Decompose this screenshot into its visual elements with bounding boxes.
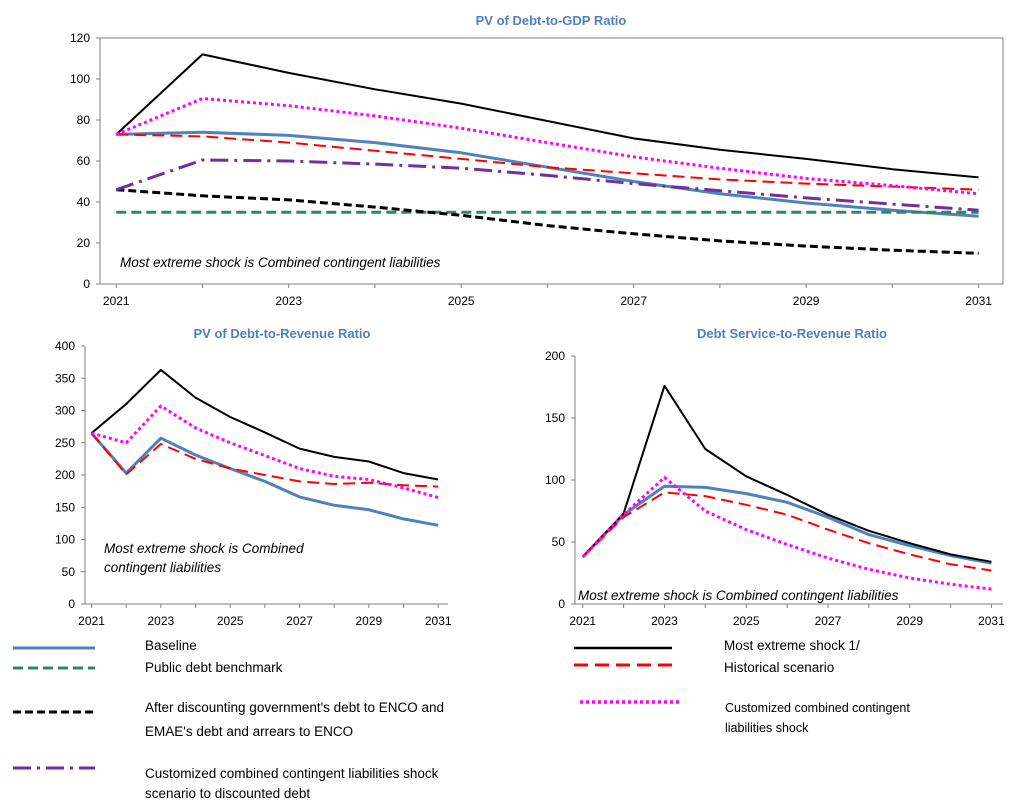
y-tick-label: 20 — [77, 236, 91, 250]
y-tick-label: 400 — [55, 339, 75, 353]
legend-label-after-discount: After discounting government's debt to E… — [145, 700, 444, 715]
x-tick-label: 2027 — [286, 614, 313, 628]
series-line-extreme — [90, 368, 439, 481]
x-tick-label: 2029 — [793, 294, 820, 308]
x-axis: 2021 2023 2025 2027 2029 2031 — [78, 604, 452, 628]
legend-label-after-discount: EMAE's debt and arrears to ENCO — [145, 724, 353, 739]
plot-area — [90, 368, 439, 527]
series-line-historical — [90, 432, 439, 488]
x-tick-label: 2031 — [965, 294, 992, 308]
y-tick-label: 50 — [552, 535, 566, 549]
legend-label-customized: Customized combined contingent — [725, 701, 910, 715]
legend-label-customized: liabilities shock — [725, 721, 809, 735]
chart-debt-to-revenue: PV of Debt-to-Revenue Ratio 0 50 100 150 200… — [55, 326, 452, 628]
y-tick-label: 250 — [55, 436, 75, 450]
series-line-customized — [581, 476, 992, 591]
x-tick-label: 2025 — [448, 294, 475, 308]
legend: Baseline Public debt benchmark After dis… — [13, 638, 910, 800]
legend-label-historical: Historical scenario — [724, 660, 834, 675]
x-tick-label: 2031 — [425, 614, 452, 628]
x-tick-label: 2029 — [896, 614, 923, 628]
x-tick-label: 2029 — [356, 614, 383, 628]
y-tick-label: 80 — [77, 113, 91, 127]
x-tick-label: 2027 — [815, 614, 842, 628]
chart-title: Debt Service-to-Revenue Ratio — [697, 326, 887, 341]
x-tick-label: 2031 — [978, 614, 1005, 628]
series-line-customized — [115, 97, 979, 196]
legend-label-extreme: Most extreme shock 1/ — [724, 638, 860, 653]
y-axis: 0 20 40 60 80 100 120 — [70, 31, 1004, 291]
x-tick-label: 2021 — [78, 614, 105, 628]
x-axis: 2021 2023 2025 2027 2029 2031 — [103, 284, 992, 308]
chart-debt-to-gdp: PV of Debt-to-GDP Ratio 020406080100120 … — [70, 13, 1004, 308]
y-tick-label: 60 — [77, 154, 91, 168]
plot-area — [581, 384, 992, 591]
y-tick-label: 300 — [55, 404, 75, 418]
y-tick-label: 0 — [558, 597, 565, 611]
series-line-extreme — [115, 53, 979, 179]
series-line-historical — [582, 491, 992, 572]
x-tick-label: 2023 — [651, 614, 678, 628]
y-tick-label: 100 — [70, 72, 90, 86]
chart-annotation: contingent liabilities — [104, 560, 221, 575]
y-axis: 0 50 100 150 200 250 300 350 400 — [55, 339, 448, 611]
y-tick-label: 0 — [68, 597, 75, 611]
series-line-baseline — [581, 484, 992, 565]
y-tick-label: 50 — [62, 565, 76, 579]
y-tick-label: 0 — [83, 277, 90, 291]
y-axis: 0 50 100 150 200 — [545, 349, 1003, 611]
x-tick-label: 2021 — [103, 294, 130, 308]
chart-annotation: Most extreme shock is Combined — [104, 541, 304, 556]
chart-title: PV of Debt-to-Revenue Ratio — [194, 326, 371, 341]
y-tick-label: 350 — [55, 371, 75, 385]
x-tick-label: 2021 — [569, 614, 596, 628]
legend-label-customized-discounted: scenario to discounted debt — [145, 786, 310, 800]
series-line-customized-discounted — [115, 158, 979, 212]
x-axis: 2021 2023 2025 2027 2029 2031 — [569, 604, 1005, 628]
x-tick-label: 2025 — [733, 614, 760, 628]
chart-annotation: Most extreme shock is Combined contingen… — [578, 588, 899, 603]
y-tick-label: 100 — [55, 533, 75, 547]
chart-debt-service-to-revenue: Debt Service-to-Revenue Ratio 0 50 100 150 2… — [545, 326, 1005, 628]
x-tick-label: 2023 — [275, 294, 302, 308]
y-tick-label: 150 — [55, 500, 75, 514]
y-tick-label: 40 — [77, 195, 91, 209]
series-line-extreme — [581, 384, 992, 563]
chart-title: PV of Debt-to-GDP Ratio — [476, 13, 627, 28]
plot-area — [115, 53, 979, 255]
legend-label-customized-discounted: Customized combined contingent liabiliti… — [145, 766, 439, 781]
series-line-historical — [116, 133, 979, 191]
x-tick-label: 2027 — [620, 294, 647, 308]
y-tick-label: 120 — [70, 31, 90, 45]
x-tick-label: 2025 — [217, 614, 244, 628]
legend-label-baseline: Baseline — [145, 638, 197, 653]
y-tick-label: 200 — [545, 349, 565, 363]
chart-annotation: Most extreme shock is Combined contingen… — [120, 255, 441, 270]
legend-label-benchmark: Public debt benchmark — [145, 660, 283, 675]
y-tick-label: 100 — [545, 473, 565, 487]
y-tick-label: 150 — [545, 411, 565, 425]
series-line-baseline — [90, 432, 439, 527]
x-tick-label: 2023 — [148, 614, 175, 628]
y-tick-label: 200 — [55, 468, 75, 482]
series-line-after-discount — [116, 188, 979, 255]
